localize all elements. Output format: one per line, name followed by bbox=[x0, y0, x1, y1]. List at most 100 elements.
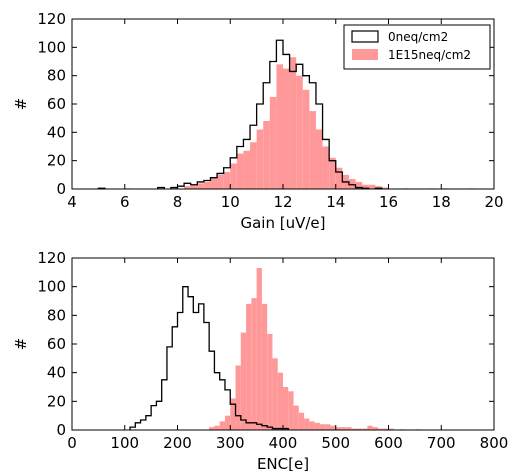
histogram-bar bbox=[335, 167, 343, 189]
histogram-bar bbox=[289, 57, 297, 189]
y-tick-label: 40 bbox=[47, 364, 66, 382]
histogram-bar bbox=[293, 405, 299, 430]
histogram-bar bbox=[309, 111, 316, 189]
x-tick-label: 0 bbox=[67, 434, 77, 452]
histogram-bar bbox=[341, 427, 347, 430]
histogram-bar bbox=[362, 428, 368, 430]
x-tick-label: 600 bbox=[374, 434, 403, 452]
x-tick-label: 200 bbox=[163, 434, 192, 452]
x-axis-label: ENC[e] bbox=[257, 455, 309, 473]
histogram-bar bbox=[325, 424, 331, 430]
histogram-bar bbox=[314, 422, 320, 430]
histogram-bar bbox=[388, 428, 394, 430]
histogram-bar bbox=[184, 186, 191, 189]
y-tick-label: 60 bbox=[47, 335, 66, 353]
y-tick-label: 0 bbox=[56, 180, 66, 198]
x-tick-label: 300 bbox=[216, 434, 245, 452]
x-tick-label: 800 bbox=[480, 434, 509, 452]
histogram-bar bbox=[277, 372, 283, 430]
histogram-bar bbox=[335, 427, 342, 430]
x-tick-label: 6 bbox=[120, 193, 130, 211]
histogram-bar bbox=[203, 181, 211, 189]
histogram-bar bbox=[209, 427, 215, 430]
x-tick-label: 18 bbox=[432, 193, 451, 211]
histogram-bar bbox=[362, 184, 369, 189]
histogram-bar bbox=[367, 425, 373, 430]
y-tick-label: 100 bbox=[37, 38, 66, 56]
y-tick-label: 120 bbox=[37, 10, 66, 28]
histogram-bar bbox=[322, 146, 330, 189]
histogram-bar bbox=[296, 75, 303, 189]
histogram-bar bbox=[355, 181, 363, 189]
histogram-bar bbox=[319, 424, 326, 430]
gain-histogram-panel: 4 6 8 10 12 14 16 18 20 0 20 40 60 80 100 120 Gain [uV/e… bbox=[12, 10, 504, 232]
histogram-bar bbox=[375, 186, 382, 189]
y-tick-label: 100 bbox=[37, 278, 66, 296]
histogram-bar bbox=[377, 428, 384, 430]
histogram-bar bbox=[240, 332, 247, 430]
histogram-bar bbox=[283, 387, 289, 430]
histogram-bar bbox=[256, 268, 262, 430]
enc-histogram-panel: 0 100 200 300 400 500 600 700 800 0 20 40 60 80 100 120… bbox=[12, 249, 508, 473]
histogram-bar bbox=[368, 184, 376, 189]
histogram-bar bbox=[219, 421, 225, 430]
x-tick-label: 20 bbox=[484, 193, 503, 211]
legend-label: 1E15neq/cm2 bbox=[388, 48, 471, 62]
histogram-bar bbox=[250, 142, 257, 189]
y-axis-label: # bbox=[12, 338, 30, 351]
histogram-bar bbox=[351, 428, 357, 430]
histogram-bar bbox=[214, 425, 220, 430]
histogram-bar bbox=[272, 358, 278, 430]
histogram-bar bbox=[330, 425, 336, 430]
x-tick-label: 400 bbox=[269, 434, 298, 452]
histogram-bar bbox=[269, 96, 277, 189]
histogram-bar bbox=[223, 172, 231, 189]
x-tick-label: 100 bbox=[110, 434, 139, 452]
x-tick-label: 700 bbox=[427, 434, 456, 452]
histogram-bar bbox=[235, 365, 241, 430]
series-step-outline bbox=[97, 39, 383, 189]
histogram-bar bbox=[217, 174, 224, 189]
histogram-bar bbox=[224, 415, 231, 430]
histogram-bar bbox=[283, 68, 290, 189]
y-tick-label: 0 bbox=[56, 421, 66, 439]
y-tick-label: 20 bbox=[47, 152, 66, 170]
legend-swatch bbox=[352, 49, 378, 60]
histogram-bar bbox=[309, 421, 315, 430]
histogram-bar bbox=[381, 187, 389, 189]
legend-swatch bbox=[351, 30, 379, 43]
histogram-bar bbox=[304, 418, 310, 430]
y-tick-label: 60 bbox=[47, 95, 66, 113]
histogram-bar bbox=[372, 427, 378, 430]
y-tick-label: 80 bbox=[47, 67, 66, 85]
series-step-outline bbox=[129, 286, 289, 430]
x-tick-label: 4 bbox=[67, 193, 77, 211]
histogram-bar bbox=[356, 428, 363, 430]
histogram-bar bbox=[246, 303, 252, 430]
histogram-bar bbox=[346, 427, 352, 430]
histogram-bar bbox=[230, 163, 237, 189]
histogram-bar bbox=[315, 129, 323, 189]
histogram-bar bbox=[288, 391, 294, 430]
histogram-bar bbox=[236, 153, 244, 189]
histogram-bar bbox=[348, 179, 356, 189]
y-axis-label: # bbox=[12, 98, 30, 111]
y-tick-label: 20 bbox=[47, 392, 66, 410]
x-tick-label: 10 bbox=[221, 193, 240, 211]
x-tick-label: 12 bbox=[273, 193, 292, 211]
histogram-bar bbox=[267, 333, 273, 430]
y-tick-label: 80 bbox=[47, 306, 66, 324]
y-tick-label: 120 bbox=[37, 249, 66, 267]
histogram-bar bbox=[276, 64, 283, 189]
x-tick-label: 500 bbox=[321, 434, 350, 452]
histogram-bar bbox=[256, 129, 264, 189]
histogram-bar bbox=[298, 412, 305, 430]
histogram-bar bbox=[263, 121, 270, 189]
x-tick-label: 16 bbox=[379, 193, 398, 211]
histogram-bar bbox=[230, 398, 236, 430]
legend-box bbox=[343, 24, 491, 70]
legend-label: 0neq/cm2 bbox=[388, 30, 448, 44]
y-tick-label: 40 bbox=[47, 123, 66, 141]
x-axis-label: Gain [uV/e] bbox=[240, 214, 325, 232]
